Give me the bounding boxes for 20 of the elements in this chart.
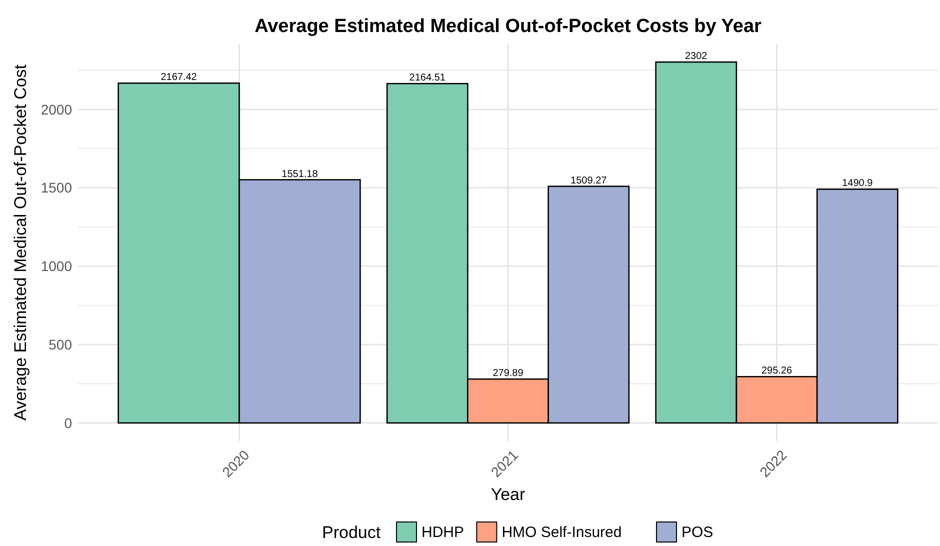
- legend-title: Product: [322, 523, 381, 542]
- data-label: 2164.51: [409, 72, 446, 84]
- legend-label: HDHP: [422, 524, 464, 541]
- y-axis-title: Average Estimated Medical Out-of-Pocket Cost: [11, 64, 30, 420]
- legend-label: POS: [682, 524, 714, 541]
- y-tick-label: 2000: [40, 101, 72, 118]
- data-label: 2302: [685, 51, 708, 62]
- y-tick-label: 500: [48, 336, 72, 352]
- data-label: 279.89: [492, 368, 524, 380]
- data-label: 1490.9: [842, 178, 874, 190]
- y-tick-label: 1000: [40, 258, 72, 274]
- data-label: 1551.18: [282, 168, 318, 180]
- data-label: 1509.27: [570, 175, 608, 186]
- data-label: 295.26: [761, 366, 792, 377]
- data-label: 2167.42: [160, 72, 198, 84]
- y-tick-label: 1500: [40, 180, 72, 196]
- x-axis-title: Year: [490, 485, 526, 504]
- y-tick-label: 0: [64, 414, 72, 431]
- chart-title: Average Estimated Medical Out-of-Pocket Costs by Year: [254, 16, 762, 37]
- legend-label: HMO Self-Insured: [502, 524, 622, 541]
